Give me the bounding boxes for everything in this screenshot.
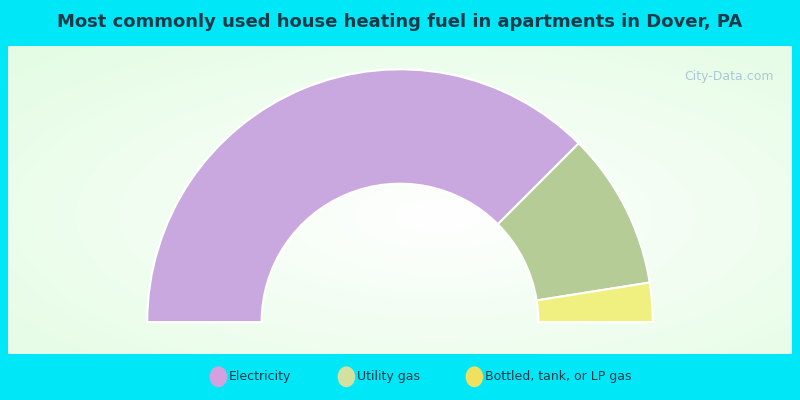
Wedge shape bbox=[147, 69, 578, 322]
Wedge shape bbox=[498, 143, 650, 300]
Text: Electricity: Electricity bbox=[229, 370, 291, 383]
Text: City-Data.com: City-Data.com bbox=[684, 70, 774, 83]
Wedge shape bbox=[537, 282, 653, 322]
Ellipse shape bbox=[338, 366, 355, 387]
Ellipse shape bbox=[466, 366, 483, 387]
Text: Utility gas: Utility gas bbox=[357, 370, 420, 383]
Text: Most commonly used house heating fuel in apartments in Dover, PA: Most commonly used house heating fuel in… bbox=[58, 13, 742, 31]
Text: Bottled, tank, or LP gas: Bottled, tank, or LP gas bbox=[485, 370, 631, 383]
Ellipse shape bbox=[210, 366, 227, 387]
